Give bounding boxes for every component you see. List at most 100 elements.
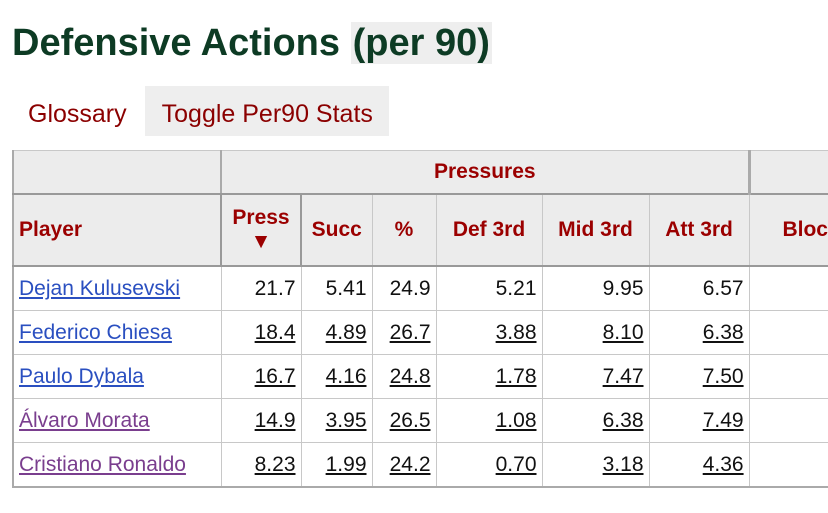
title-suffix: (per 90) <box>350 22 492 64</box>
stat-cell: 1.1 <box>748 354 828 399</box>
stat-cell: 1.78 <box>435 354 543 399</box>
table-row: Paulo Dybala 16.7 4.16 24.8 1.78 7.47 7.501.1 <box>12 354 828 399</box>
stat-cell: 7.47 <box>541 354 650 399</box>
stat-link[interactable]: 26.5 <box>389 408 431 432</box>
stat-cell: 1.08 <box>435 398 543 443</box>
column-label: Def 3rd <box>452 218 526 241</box>
stat-cell: 26.7 <box>371 310 437 355</box>
player-link[interactable]: Álvaro Morata <box>19 408 150 432</box>
toggle-per90-button[interactable]: Toggle Per90 Stats <box>144 86 389 136</box>
stat-link[interactable]: 3.95 <box>325 408 367 432</box>
header-row: Player Press ▼ Succ% Def 3rd Mid 3rd Att 3rd Bl… <box>12 193 828 267</box>
stat-cell: 18.4 <box>220 310 302 355</box>
stat-value: 24.9 <box>389 276 431 300</box>
stat-link[interactable]: 7.50 <box>702 364 744 388</box>
stat-link[interactable]: 16.7 <box>254 364 296 388</box>
player-cell: Álvaro Morata <box>12 398 222 443</box>
table-row: Dejan Kulusevski 21.7 5.41 24.9 5.21 9.95 6.57… <box>12 265 828 311</box>
stat-value: 21.7 <box>254 276 296 300</box>
column-header[interactable]: Player <box>12 193 222 267</box>
player-link[interactable]: Cristiano Ronaldo <box>19 452 186 476</box>
stat-cell: 4.36 <box>648 442 750 488</box>
stat-cell: 26.5 <box>371 398 437 443</box>
player-link[interactable]: Paulo Dybala <box>19 364 144 388</box>
column-header[interactable]: Press ▼ <box>220 193 302 267</box>
stat-cell: 8.23 <box>220 442 302 488</box>
stat-link[interactable]: 7.47 <box>602 364 644 388</box>
column-header[interactable]: % <box>371 193 437 267</box>
column-label: Block <box>782 218 828 241</box>
stat-cell: 6.57 <box>648 265 750 311</box>
table-wrap: Pressures Player Press ▼ Succ% Def 3rd Mid 3r… <box>12 150 828 488</box>
group-header-row: Pressures <box>12 150 828 195</box>
table-row: Álvaro Morata 14.9 3.95 26.5 1.08 6.38 7.490.7 <box>12 398 828 443</box>
stat-link[interactable]: 4.89 <box>325 320 367 344</box>
stat-link[interactable]: 0.70 <box>495 452 537 476</box>
stat-link[interactable]: 4.16 <box>325 364 367 388</box>
stat-link[interactable]: 4.36 <box>702 452 744 476</box>
stat-link[interactable]: 6.38 <box>702 320 744 344</box>
column-header[interactable]: Block <box>748 193 828 267</box>
stat-link[interactable]: 1.78 <box>495 364 537 388</box>
player-cell: Cristiano Ronaldo <box>12 442 222 488</box>
stat-link[interactable]: 8.23 <box>254 452 296 476</box>
stat-cell: 0.7 <box>748 398 828 443</box>
stat-cell: 1.99 <box>300 442 373 488</box>
stat-cell: 7.50 <box>648 354 750 399</box>
stat-link[interactable]: 1.08 <box>495 408 537 432</box>
stat-link[interactable]: 6.38 <box>602 408 644 432</box>
column-label: Att 3rd <box>665 218 733 241</box>
stat-value: 9.95 <box>602 276 644 300</box>
stats-table: Pressures Player Press ▼ Succ% Def 3rd Mid 3r… <box>12 150 828 488</box>
player-link[interactable]: Dejan Kulusevski <box>19 276 181 300</box>
column-header[interactable]: Att 3rd <box>648 193 750 267</box>
stat-link[interactable]: 14.9 <box>254 408 296 432</box>
stat-value: 5.41 <box>325 276 367 300</box>
empty-group-cell <box>12 150 222 195</box>
column-label: Mid 3rd <box>558 218 633 241</box>
player-cell: Dejan Kulusevski <box>12 265 222 311</box>
column-label: Press <box>232 206 290 229</box>
stat-link[interactable]: 7.49 <box>702 408 744 432</box>
stat-cell: 0.70 <box>435 442 543 488</box>
empty-group-cell <box>748 150 828 195</box>
sort-indicator: ▼ <box>250 230 272 253</box>
stat-cell: 0.4 <box>748 442 828 488</box>
stat-link[interactable]: 8.10 <box>602 320 644 344</box>
stat-cell: 9.95 <box>541 265 650 311</box>
stat-cell: 1.2 <box>748 310 828 355</box>
stat-cell: 4.89 <box>300 310 373 355</box>
controls: Glossary Toggle Per90 Stats <box>16 86 389 136</box>
stat-link[interactable]: 24.8 <box>389 364 431 388</box>
stat-cell: 1.1 <box>748 265 828 311</box>
stat-cell: 3.95 <box>300 398 373 443</box>
glossary-button[interactable]: Glossary <box>28 100 127 128</box>
column-label: Succ <box>311 218 362 241</box>
stat-cell: 21.7 <box>220 265 302 311</box>
stat-cell: 4.16 <box>300 354 373 399</box>
page-title: Defensive Actions (per 90) <box>12 22 492 65</box>
table-row: Cristiano Ronaldo 8.23 1.99 24.2 0.70 3.18 4.3… <box>12 442 828 488</box>
stat-cell: 24.8 <box>371 354 437 399</box>
column-label: % <box>394 218 414 241</box>
column-label: Player <box>19 218 83 241</box>
column-header[interactable]: Mid 3rd <box>541 193 650 267</box>
group-header: Pressures <box>219 150 751 195</box>
column-header[interactable]: Succ <box>300 193 373 267</box>
stat-cell: 14.9 <box>220 398 302 443</box>
stat-link[interactable]: 26.7 <box>389 320 431 344</box>
stat-link[interactable]: 3.18 <box>602 452 644 476</box>
stat-link[interactable]: 3.88 <box>495 320 537 344</box>
stat-link[interactable]: 1.99 <box>325 452 367 476</box>
stat-link[interactable]: 18.4 <box>254 320 296 344</box>
stat-value: 6.57 <box>702 276 744 300</box>
column-header[interactable]: Def 3rd <box>435 193 543 267</box>
stat-cell: 3.88 <box>435 310 543 355</box>
stat-cell: 7.49 <box>648 398 750 443</box>
stat-value: 5.21 <box>495 276 537 300</box>
stat-link[interactable]: 24.2 <box>389 452 431 476</box>
player-cell: Paulo Dybala <box>12 354 222 399</box>
stat-cell: 16.7 <box>220 354 302 399</box>
player-link[interactable]: Federico Chiesa <box>19 320 172 344</box>
